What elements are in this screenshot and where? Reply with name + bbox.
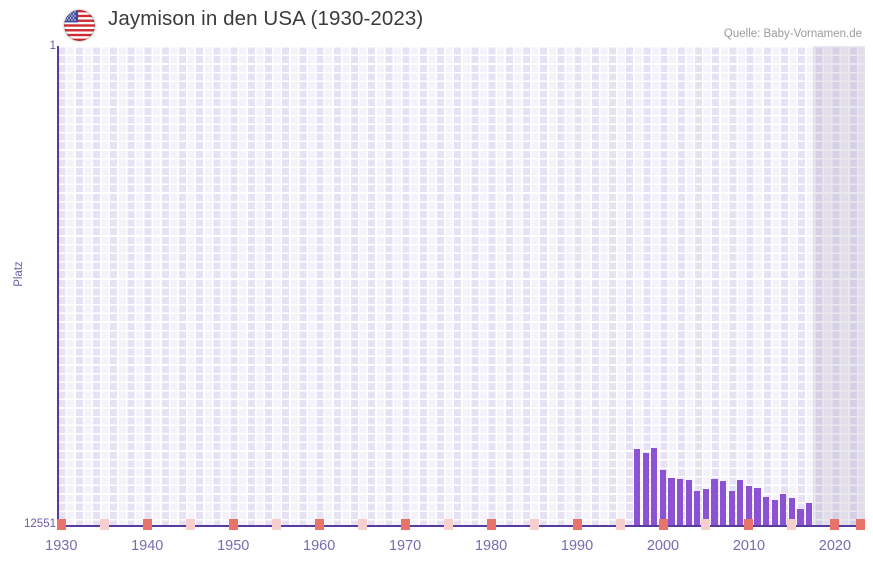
x-tick-mark-minor: [99, 519, 109, 530]
x-tick-mark-minor: [357, 519, 367, 530]
x-tick-label: 1930: [45, 538, 78, 554]
x-tick-mark-major: [486, 519, 496, 530]
bar[interactable]: [659, 469, 667, 527]
source-attribution: Quelle: Baby-Vornamen.de: [723, 28, 862, 40]
x-tick-mark-minor: [615, 519, 625, 530]
x-tick-mark-minor: [701, 519, 711, 530]
x-tick-mark-major: [400, 519, 410, 530]
us-flag-icon: [64, 10, 95, 41]
x-tick-label: 2010: [732, 538, 766, 554]
x-tick-mark-minor: [529, 519, 539, 530]
bar[interactable]: [702, 489, 710, 527]
bar[interactable]: [763, 497, 770, 527]
x-tick-mark-minor: [443, 519, 453, 530]
x-tick-mark-major: [228, 519, 238, 530]
bar[interactable]: [668, 477, 675, 527]
bar[interactable]: [780, 494, 787, 527]
x-tick-mark-major: [744, 519, 754, 530]
bar[interactable]: [677, 479, 684, 527]
chart-header: Jaymison in den USA (1930-2023) Quelle: …: [0, 0, 873, 44]
x-tick-mark-end: [856, 519, 865, 530]
bar[interactable]: [806, 503, 813, 527]
bar[interactable]: [745, 486, 753, 527]
bar[interactable]: [642, 452, 649, 527]
y-axis-line: [57, 46, 59, 527]
x-tick-mark-minor: [787, 519, 797, 530]
bar[interactable]: [685, 480, 692, 527]
x-tick-label: 1970: [388, 538, 422, 554]
x-tick-mark-major: [56, 519, 66, 530]
x-tick-mark-major: [142, 519, 152, 530]
bar[interactable]: [754, 487, 761, 527]
bar[interactable]: [788, 498, 796, 527]
x-tick-label: 1990: [560, 538, 594, 554]
bar[interactable]: [728, 490, 735, 527]
y-axis-title: Platz: [12, 261, 25, 287]
x-tick-mark-minor: [185, 519, 195, 530]
x-tick-mark-major: [830, 519, 840, 530]
bar[interactable]: [634, 448, 641, 527]
x-tick-label: 1950: [217, 538, 250, 554]
x-tick-label: 2000: [646, 538, 680, 554]
no-data-shaded-region: [813, 46, 865, 527]
x-tick-label: 1980: [474, 538, 508, 554]
plot-gridlines: [57, 46, 865, 527]
bar[interactable]: [651, 448, 658, 527]
x-tick-mark-major: [314, 519, 324, 530]
x-tick-label: 1940: [131, 538, 164, 554]
bar[interactable]: [771, 500, 778, 527]
x-tick-mark-major: [658, 519, 668, 530]
plot-area: [57, 46, 865, 527]
x-tick-mark-major: [572, 519, 582, 530]
y-axis-bottom-label: 12551: [24, 518, 56, 530]
x-tick-mark-minor: [271, 519, 281, 530]
bar[interactable]: [694, 490, 701, 527]
x-tick-label: 1960: [303, 538, 336, 554]
bar[interactable]: [711, 479, 718, 527]
x-axis-line: [57, 525, 865, 527]
bar-series: [57, 46, 865, 527]
x-tick-label: 2020: [818, 538, 852, 554]
bar[interactable]: [797, 508, 804, 527]
bar[interactable]: [737, 480, 744, 527]
y-axis-top-label: 1: [49, 40, 56, 52]
bar[interactable]: [720, 480, 727, 527]
page-title: Jaymison in den USA (1930-2023): [108, 7, 424, 30]
